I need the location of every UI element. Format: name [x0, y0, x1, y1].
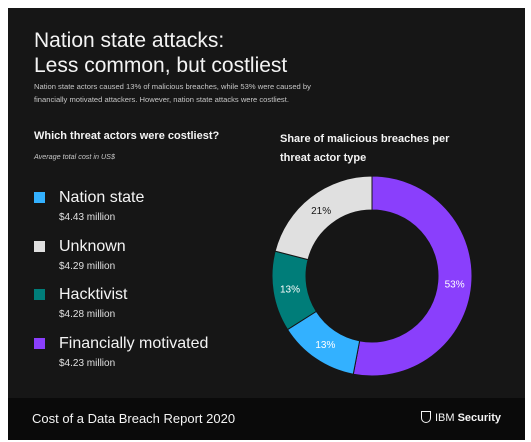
title-line-2: Less common, but costliest: [34, 54, 288, 77]
legend-cost: $4.28 million: [59, 309, 116, 320]
title-line-1: Nation state attacks:: [34, 29, 225, 52]
legend-swatch: [34, 289, 45, 300]
intro-line-1: Nation state actors caused 13% of malici…: [34, 82, 311, 91]
legend-cost: $4.23 million: [59, 358, 116, 369]
brand-name: Security: [457, 412, 501, 424]
donut-slice-financially-motivated: [352, 175, 473, 377]
legend-heading: Which threat actors were costliest?: [34, 130, 220, 142]
donut-label: 13%: [280, 284, 300, 295]
legend-swatch: [34, 192, 45, 203]
legend-name: Unknown: [59, 238, 126, 255]
intro-line-2: financially motivated attackers. However…: [34, 94, 289, 104]
legend-name: Nation state: [59, 189, 145, 206]
donut-label: 53%: [445, 279, 465, 290]
report-title: Cost of a Data Breach Report 2020: [32, 411, 236, 426]
legend-swatch: [34, 338, 45, 349]
legend-subheading: Average total cost in US$: [34, 152, 115, 161]
legend-cost: $4.29 million: [59, 261, 116, 272]
intro-text: Nation state actors caused 13% of malici…: [34, 81, 374, 106]
legend-name: Financially motivated: [59, 335, 209, 352]
chart-heading-line-2: threat actor type: [280, 152, 367, 164]
legend-cost: $4.43 million: [59, 212, 116, 223]
donut-label: 21%: [311, 206, 331, 217]
donut-slice-unknown: [274, 175, 373, 261]
donut-label: 13%: [315, 340, 335, 351]
legend-name: Hacktivist: [59, 286, 128, 303]
chart-heading-line-1: Share of malicious breaches per: [280, 133, 450, 145]
brand-logo: IBM Security: [420, 411, 501, 424]
shield-icon: [420, 411, 431, 423]
brand-prefix: IBM: [434, 412, 455, 424]
page-title: Nation state attacks: Less common, but co…: [34, 28, 287, 78]
footer-bar: Cost of a Data Breach Report 2020 IBM Se…: [8, 398, 525, 440]
donut-chart: 53% 13% 13% 21%: [271, 175, 473, 377]
legend-swatch: [34, 241, 45, 252]
chart-heading: Share of malicious breaches per threat ac…: [280, 130, 500, 168]
infographic-card: Nation state attacks: Less common, but co…: [8, 8, 525, 440]
